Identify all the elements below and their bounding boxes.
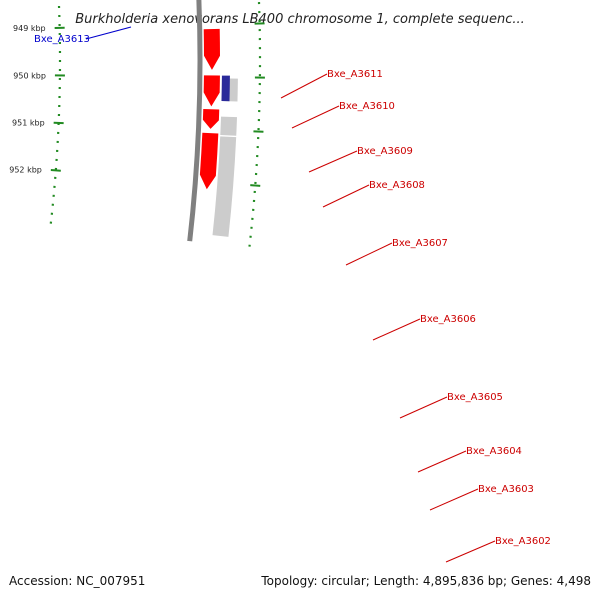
reverse-gene <box>212 136 237 237</box>
gene-label-leader <box>429 488 479 511</box>
reverse-gene <box>220 116 237 136</box>
gene-label-leader <box>417 450 467 473</box>
forward-gene-arrow[interactable] <box>203 28 220 70</box>
ruler-tick-label: 952 kbp <box>9 165 42 174</box>
ruler-tick-label: 950 kbp <box>13 71 46 80</box>
genome-stats-text: Topology: circular; Length: 4,895,836 bp… <box>261 574 591 588</box>
forward-gene-arrow[interactable] <box>203 75 220 107</box>
kbp-ruler: 943 kbp944 kbp945 kbp946 kbp947 kbp948 k… <box>9 0 265 249</box>
ruler-tick-label: 951 kbp <box>12 118 45 127</box>
forward-gene-arrow[interactable] <box>199 132 219 190</box>
accession-text: Accession: NC_007951 <box>9 574 146 588</box>
chromosome-backbone <box>187 0 203 242</box>
gene-label[interactable]: Bxe_A3609 <box>357 146 413 157</box>
gene-label[interactable]: Bxe_A3603 <box>478 484 534 495</box>
sequence-title: Burkholderia xenovorans LB400 chromosome… <box>75 12 525 27</box>
gene-label-leader <box>372 318 421 341</box>
gene-label[interactable]: Bxe_A3611 <box>327 69 383 80</box>
gene-label-leader <box>445 540 496 563</box>
gene-label-leader <box>85 26 132 40</box>
ruler-tick-outer <box>250 184 261 187</box>
gene-label-leader <box>322 184 370 208</box>
gene-label-leader <box>308 150 358 173</box>
forward-gene-arrow[interactable] <box>202 108 220 129</box>
gene-label-leader <box>399 396 448 419</box>
gene-label[interactable]: Bxe_A3602 <box>495 536 551 547</box>
ruler-tick-inner <box>50 168 61 172</box>
gene-label[interactable]: Bxe_A3608 <box>369 180 425 191</box>
gene-label[interactable]: Bxe_A3606 <box>420 314 476 325</box>
gene-track <box>199 28 238 237</box>
gene-label-leader <box>345 242 393 266</box>
gene-label[interactable]: Bxe_A3610 <box>339 101 395 112</box>
highlight-gene <box>221 75 230 102</box>
gene-label[interactable]: Bxe_A3607 <box>392 238 448 249</box>
gene-label[interactable]: Bxe_A3604 <box>466 446 522 457</box>
ruler-tick-label: 949 kbp <box>13 24 46 33</box>
gene-label-leader <box>280 73 328 99</box>
gene-labels: Bxe_A3613 Bxe_A3611 Bxe_A3610 Bxe_A3609 Bxe_… <box>34 26 551 563</box>
gene-label[interactable]: Bxe_A3605 <box>447 392 503 403</box>
gene-label-leader <box>291 105 340 129</box>
gene-label[interactable]: Bxe_A3613 <box>34 34 90 45</box>
